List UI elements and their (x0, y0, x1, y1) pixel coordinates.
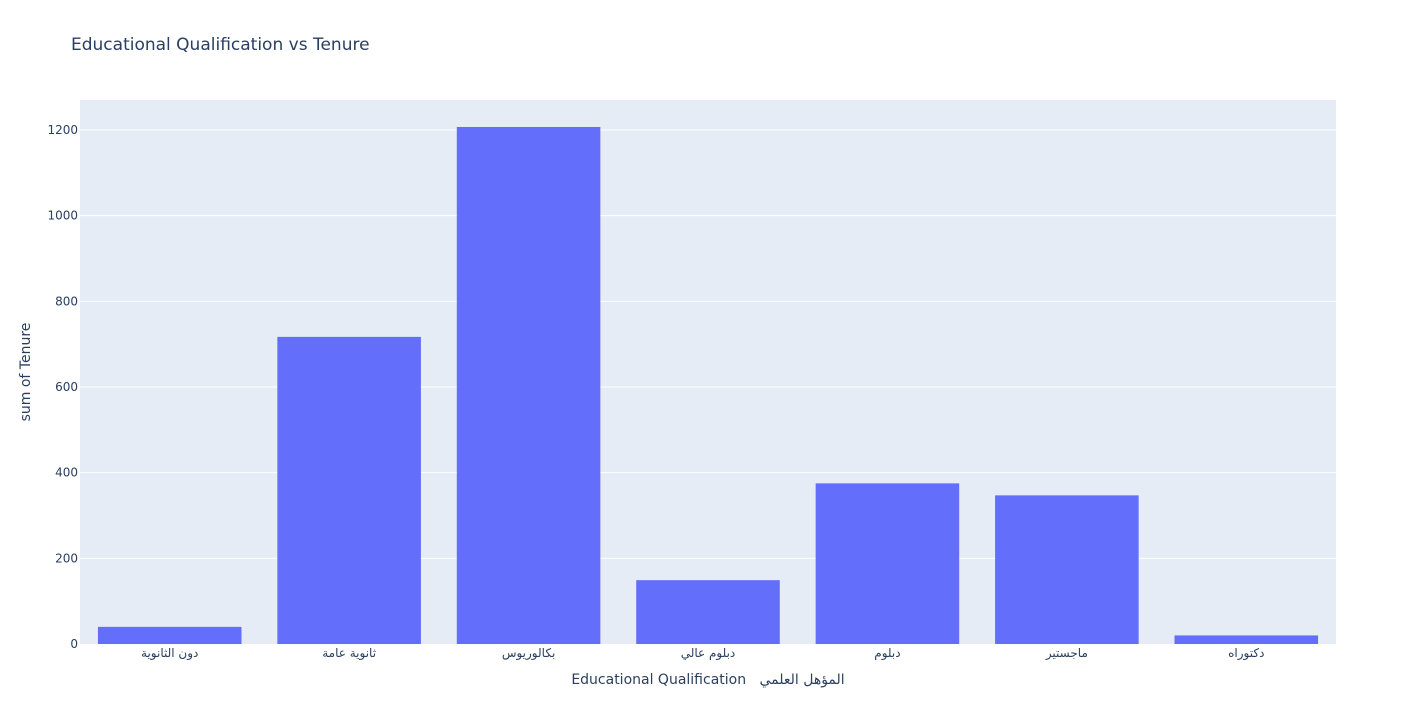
y-tick-label: 400 (55, 466, 78, 480)
y-tick-label: 1200 (47, 123, 78, 137)
bar (815, 483, 960, 644)
y-axis-ticks: 0 200 400 600 800 1000 1200 (47, 123, 78, 651)
bar (456, 126, 601, 644)
x-tick-label: ماجستير (1045, 646, 1088, 661)
y-tick-label: 0 (70, 637, 78, 651)
bar (636, 580, 780, 644)
y-tick-label: 200 (55, 551, 78, 565)
x-tick-label: دبلوم عالي (681, 646, 736, 661)
y-axis-title: sum of Tenure (18, 323, 34, 422)
bar (995, 495, 1139, 644)
x-tick-label: دون الثانوية (141, 646, 198, 661)
chart-title: Educational Qualification vs Tenure (71, 35, 370, 55)
bar (1174, 635, 1319, 644)
x-tick-label: ثانوية عامة (322, 646, 376, 661)
x-tick-label: بكالوريوس (502, 646, 555, 661)
bars (97, 126, 1319, 644)
x-tick-label: دبلوم (874, 646, 900, 661)
x-axis-ticks: دون الثانوية ثانوية عامة بكالوريوس دبلوم عا… (141, 646, 1264, 661)
bar (277, 336, 421, 644)
bar (97, 626, 242, 644)
x-tick-label: دكتوراه (1228, 646, 1264, 661)
y-tick-label: 600 (55, 380, 78, 394)
y-tick-label: 1000 (47, 209, 78, 223)
y-tick-label: 800 (55, 294, 78, 308)
x-axis-title: Educational Qualification المؤهل العلمي (571, 672, 844, 688)
plot-area (80, 100, 1336, 644)
